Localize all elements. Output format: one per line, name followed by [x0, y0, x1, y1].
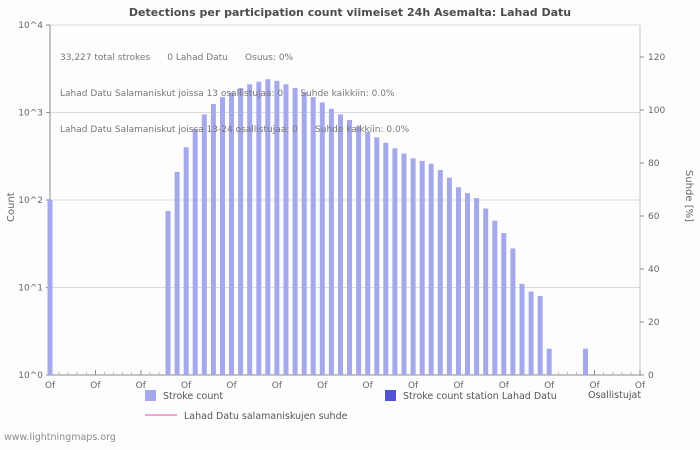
bar [210, 104, 216, 375]
bar [365, 131, 371, 375]
bar [419, 160, 425, 375]
bar [220, 97, 225, 375]
bar [338, 114, 343, 376]
bar [283, 84, 289, 376]
bar [465, 193, 470, 375]
bar [437, 170, 443, 375]
bar [546, 348, 552, 375]
y-axis-label-right: Suhde [%] [683, 170, 694, 223]
bar [392, 148, 398, 375]
y-right-tick-label: 0 [648, 371, 654, 381]
bar [238, 88, 244, 375]
bar [446, 177, 452, 375]
bar [483, 208, 489, 375]
bar [356, 126, 362, 375]
y-axis-label-left: Count [6, 192, 17, 222]
x-tick-label: Of [136, 381, 147, 391]
bar [347, 120, 352, 375]
x-tick-label: Of [589, 381, 600, 391]
y-left-tick-label: 10^3 [18, 109, 43, 119]
y-right-tick-label: 40 [648, 265, 660, 275]
y-right-tick-label: 80 [648, 159, 660, 169]
legend-label-ratio: Lahad Datu salamaniskujen suhde [184, 411, 348, 422]
bar [401, 153, 407, 375]
x-tick-label: Of [272, 381, 283, 391]
annotations: 33,227 total strokes 0 Lahad Datu Osuus:… [60, 28, 409, 160]
watermark: www.lightningmaps.org [4, 432, 116, 443]
x-tick-label: Of [363, 381, 374, 391]
bar [456, 187, 461, 375]
y-left-tick-label: 10^2 [18, 196, 43, 206]
y-right-tick-label: 20 [648, 318, 660, 328]
y-left-tick-label: 10^4 [18, 21, 43, 31]
chart-title: Detections per participation count viime… [128, 6, 572, 19]
bar [229, 92, 234, 376]
x-tick-label: Of [317, 381, 328, 391]
bar [310, 97, 316, 375]
x-tick-label: Of [181, 381, 192, 391]
bar [292, 88, 298, 375]
bar [428, 163, 434, 375]
x-tick-label: Of [226, 381, 237, 391]
x-tick-label: Of [499, 381, 510, 391]
annotation-line-13: Lahad Datu Salamaniskut joissa 13 osalli… [60, 89, 395, 99]
bar [165, 210, 171, 375]
bar [374, 137, 380, 375]
bar [247, 84, 253, 376]
bar [492, 220, 498, 375]
bar [47, 200, 53, 375]
bar [474, 198, 480, 375]
legend-label-station: Stroke count station Lahad Datu [403, 391, 557, 402]
y-right-tick-label: 120 [648, 53, 665, 63]
bar [528, 291, 534, 375]
bar [183, 147, 189, 375]
bar [410, 158, 416, 375]
legend-item-station: Stroke count station Lahad Datu [385, 390, 557, 402]
bar [583, 348, 588, 375]
bar [519, 283, 525, 375]
y-right-tick-label: 100 [648, 106, 665, 116]
bar [501, 233, 507, 375]
bar [319, 102, 325, 375]
y-left-tick-label: 10^1 [18, 284, 43, 294]
x-tick-label: Of [453, 381, 464, 391]
bar [383, 142, 389, 375]
x-tick-label: Of [544, 381, 555, 391]
bar [256, 81, 262, 375]
bar [201, 114, 207, 376]
bar [192, 128, 198, 375]
legend-label-stroke-count: Stroke count [163, 391, 224, 402]
bar [274, 80, 280, 376]
legend-item-stroke-count: Stroke count [145, 390, 223, 402]
bar [328, 108, 334, 376]
x-tick-label: Of [635, 381, 646, 391]
bar [510, 248, 516, 375]
bar [301, 92, 307, 376]
bar [265, 79, 271, 375]
x-axis-label: Osallistujat [588, 390, 642, 401]
annotation-line-13-24: Lahad Datu Salamaniskut joissa 13-24 osa… [60, 125, 410, 135]
legend-swatch-station [385, 390, 396, 401]
bar [174, 171, 180, 375]
legend-swatch-ratio [145, 414, 177, 416]
bar [537, 296, 543, 375]
x-tick-label: Of [45, 381, 56, 391]
annotation-line-totals: 33,227 total strokes 0 Lahad Datu Osuus:… [60, 53, 294, 63]
x-tick-label: Of [408, 381, 419, 391]
y-left-tick-label: 10^0 [18, 371, 43, 381]
legend-item-ratio: Lahad Datu salamaniskujen suhde [145, 411, 347, 422]
y-right-tick-label: 60 [648, 212, 660, 222]
legend-swatch-stroke-count [145, 390, 156, 401]
x-tick-label: Of [90, 381, 101, 391]
